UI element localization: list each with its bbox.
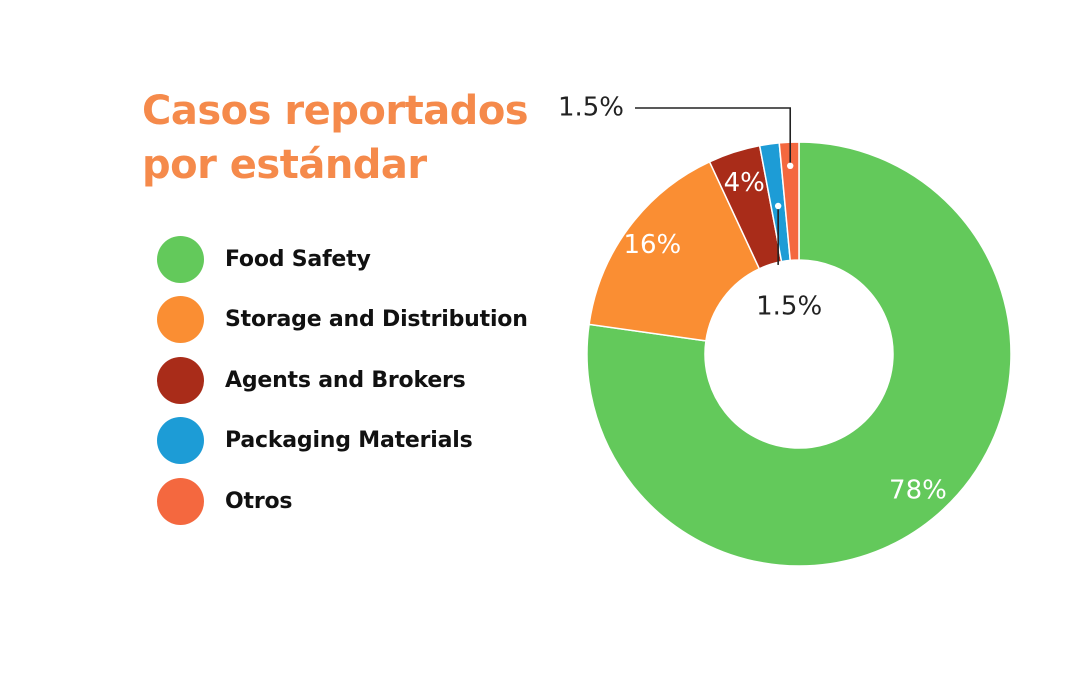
legend-item-otros: Otros xyxy=(157,477,528,525)
chart-title-line-1: Casos reportados xyxy=(142,88,529,134)
legend-item-food-safety: Food Safety xyxy=(157,235,528,283)
slice-food-safety xyxy=(586,141,1012,567)
legend-item-storage-and-distribution: Storage and Distribution xyxy=(157,296,528,343)
legend-swatch-agents-and-brokers xyxy=(157,356,204,404)
legend-swatch-packaging-materials xyxy=(157,417,204,464)
data-label-agents-and-brokers: 4% xyxy=(724,168,765,198)
slice-otros xyxy=(778,141,800,262)
legend-label-packaging-materials: Packaging Materials xyxy=(225,428,473,453)
leader-dot-packaging-materials xyxy=(774,202,782,210)
data-label-packaging-materials: 1.5% xyxy=(756,291,822,321)
legend-item-agents-and-brokers: Agents and Brokers xyxy=(157,356,528,404)
legend-swatch-food-safety xyxy=(157,235,204,283)
legend-item-packaging-materials: Packaging Materials xyxy=(157,417,528,464)
chart-title: Casos reportados por estándar xyxy=(142,84,562,192)
chart-title-line-2: por estándar xyxy=(142,142,427,188)
data-label-otros: 1.5% xyxy=(558,93,624,123)
slice-storage-and-distribution xyxy=(588,160,761,342)
legend-label-storage-and-distribution: Storage and Distribution xyxy=(225,307,528,332)
data-label-storage-and-distribution: 16% xyxy=(623,230,681,260)
data-label-food-safety: 78% xyxy=(889,475,947,505)
legend-swatch-otros xyxy=(157,477,204,525)
leader-dot-otros xyxy=(787,162,794,170)
leader-line-otros xyxy=(635,107,792,166)
legend-label-food-safety: Food Safety xyxy=(225,246,371,272)
legend-swatch-storage-and-distribution xyxy=(157,296,204,343)
legend-label-otros: Otros xyxy=(225,488,293,514)
legend-label-agents-and-brokers: Agents and Brokers xyxy=(225,367,466,393)
legend: Food Safety Storage and Distribution Age… xyxy=(157,235,528,539)
